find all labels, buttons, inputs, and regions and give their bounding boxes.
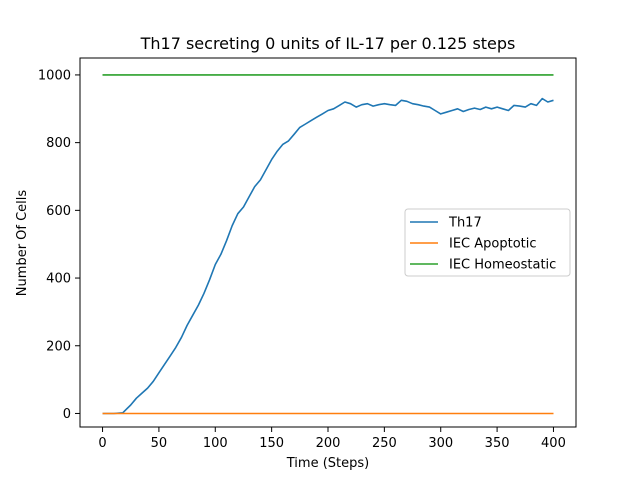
y-tick-label: 800 <box>46 136 71 151</box>
legend-label: Th17 <box>448 216 482 231</box>
series-line-1 <box>102 97 554 415</box>
x-tick-label: 350 <box>485 436 510 451</box>
legend-frame <box>404 208 571 277</box>
legend: Th17 IEC Apoptotic IEC Homeostatic <box>404 208 571 277</box>
x-axis-label: Time (Steps) <box>286 456 369 471</box>
x-tick-label: 150 <box>259 436 284 451</box>
x-tick-label: 400 <box>541 436 566 451</box>
x-tick-label: 250 <box>372 436 397 451</box>
x-tick-label: 100 <box>203 436 228 451</box>
legend-label: IEC Apoptotic <box>449 237 537 252</box>
x-tick-label: 0 <box>98 436 106 451</box>
y-axis-label: Number Of Cells <box>15 190 30 297</box>
x-axis: 0 50 100 150 200 250 300 350 400 <box>98 427 566 451</box>
y-tick-label: 1000 <box>38 68 71 83</box>
plot-lines <box>102 74 554 415</box>
x-tick-label: 300 <box>428 436 453 451</box>
y-tick-label: 200 <box>46 339 71 354</box>
x-tick-label: 200 <box>316 436 341 451</box>
y-tick-label: 400 <box>46 272 71 287</box>
chart-title: Th17 secreting 0 units of IL-17 per 0.12… <box>140 34 516 53</box>
y-tick-label: 0 <box>63 407 71 422</box>
x-tick-label: 50 <box>151 436 168 451</box>
y-tick-label: 600 <box>46 204 71 219</box>
legend-label: IEC Homeostatic <box>449 258 556 273</box>
y-axis: 0 200 400 600 800 1000 <box>38 68 80 422</box>
